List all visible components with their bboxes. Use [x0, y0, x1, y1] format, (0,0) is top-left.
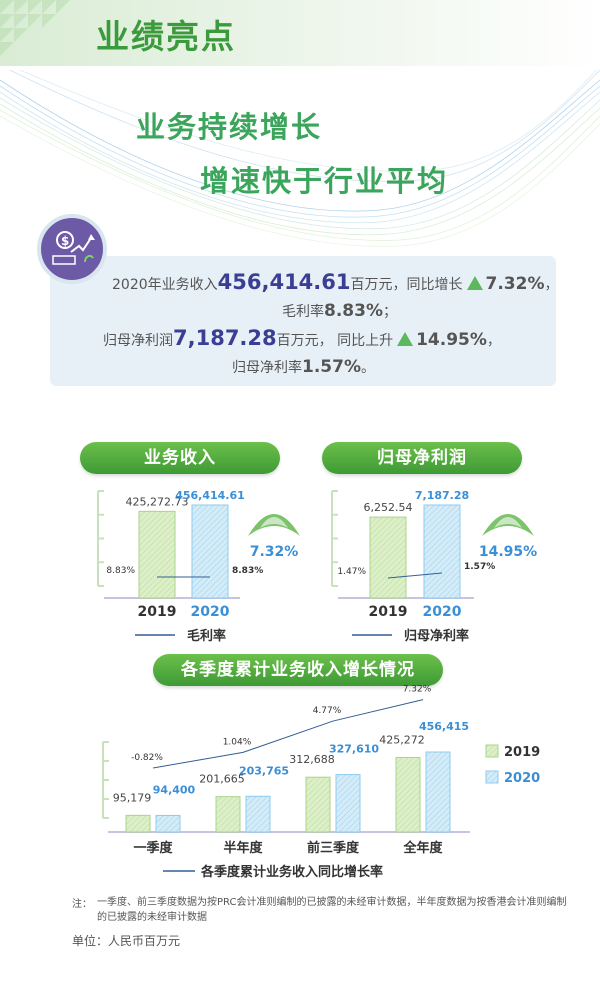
growth-rate-label: 4.77%: [313, 706, 342, 716]
header-banner: 业绩亮点: [0, 0, 600, 66]
growth-label: 7.32%: [250, 544, 299, 560]
bar-value-label: 201,665: [199, 773, 245, 786]
summary-net-margin-line: 归母净利率1.57%。: [232, 357, 375, 377]
summary-gross-margin: 8.83%: [324, 301, 383, 321]
bar-2020-一季度: [155, 814, 181, 833]
bar-2020-半年度: [245, 795, 271, 833]
summary-profit-line: 归母净利润7,187.28百万元， 同比上升 14.95%，: [103, 326, 501, 350]
legend-swatch-2020: [485, 770, 499, 784]
x-tick-label: 全年度: [402, 840, 443, 856]
bar-2019-一季度: [125, 814, 151, 833]
bar-2020-前三季度: [335, 774, 361, 833]
summary-text: 百万元， 同比上升: [276, 333, 394, 349]
slogan-line-2: 增速快于行业平均: [200, 164, 449, 198]
growth-label: 14.95%: [479, 544, 537, 560]
bar-value-label: 425,272: [379, 733, 425, 746]
summary-text: 归母净利润: [103, 333, 173, 349]
summary-text: ；: [382, 304, 397, 320]
summary-text: 2020年业务收入: [112, 277, 218, 293]
bar-value-label: 327,610: [329, 743, 379, 756]
x-tick-label: 半年度: [223, 840, 263, 856]
margin-label-2019: 8.83%: [106, 566, 135, 576]
growth-rate-label: 1.04%: [223, 737, 252, 747]
summary-net-margin: 1.57%: [302, 357, 361, 377]
summary-text: 毛利率: [282, 304, 324, 320]
bar-2020: [423, 504, 461, 599]
legend-label: 毛利率: [187, 628, 226, 644]
margin-label-2020: 1.57%: [464, 562, 495, 572]
bar-value-label: 94,400: [153, 783, 196, 796]
bar-2019-前三季度: [305, 776, 331, 833]
up-triangle-icon: [466, 276, 483, 290]
bar-value-label: 6,252.54: [364, 501, 413, 514]
summary-margin-line: 毛利率8.83%；: [282, 301, 397, 321]
growth-rate-line: [152, 699, 424, 769]
legend-label: 各季度累计业务收入同比增长率: [200, 864, 383, 880]
header-pattern-decoration: [0, 0, 70, 56]
margin-line: [387, 572, 443, 579]
growth-arrow-icon-highlight: [260, 517, 288, 528]
growth-arrow-icon: [482, 514, 534, 536]
summary-text: ，: [544, 277, 559, 293]
legend-label-2019: 2019: [504, 745, 540, 760]
slogan-line-1: 业务持续增长: [136, 110, 323, 144]
svg-text:$: $: [61, 234, 69, 248]
growth-rate-label: 7.32%: [403, 685, 432, 695]
summary-text: 归母净利率: [232, 360, 302, 376]
x-tick-label: 2019: [138, 604, 177, 620]
summary-text: 百万元，同比增长: [350, 277, 463, 293]
bar-value-label: 312,688: [289, 753, 335, 766]
summary-revenue-value: 456,414.61: [217, 270, 351, 294]
x-tick-label: 2020: [191, 604, 230, 620]
bar-2019-全年度: [395, 756, 421, 833]
up-triangle-icon: [397, 332, 414, 346]
bar-2020-全年度: [425, 751, 451, 833]
x-tick-label: 2020: [423, 604, 462, 620]
summary-text: 。: [360, 360, 375, 376]
x-tick-label: 前三季度: [307, 840, 360, 856]
x-tick-label: 一季度: [133, 840, 173, 856]
margin-label-2019: 1.47%: [337, 567, 366, 577]
quarterly-chart-title: 各季度累计业务收入增长情况: [153, 654, 443, 686]
legend-label: 归母净利率: [404, 628, 469, 644]
bar-value-label: 456,415: [419, 720, 469, 733]
summary-text: ，: [486, 333, 501, 349]
unit-text: 单位：人民币百万元: [72, 934, 181, 948]
bar-value-label: 7,187.28: [415, 489, 469, 502]
note-label: 注：: [72, 899, 92, 910]
summary-profit-value: 7,187.28: [173, 326, 277, 350]
growth-rate-label: -0.82%: [131, 753, 163, 763]
bar-value-label: 425,272.73: [126, 495, 189, 508]
bar-2019-半年度: [215, 796, 241, 833]
bar-2019: [138, 510, 176, 599]
note-text: 一季度、前三季度数据为按PRC会计准则编制的已披露的未经审计数据，半年度数据为按…: [97, 897, 567, 923]
bar-value-label: 456,414.61: [175, 489, 245, 502]
x-tick-label: 2019: [369, 604, 408, 620]
page-title: 业绩亮点: [96, 17, 236, 56]
summary-profit-growth: 14.95%: [416, 330, 487, 350]
growth-arrow-icon-highlight: [494, 517, 522, 528]
revenue-chart: 425,272.73 2019 456,414.61 2020 8.83% 8.83% 7.…: [97, 489, 300, 644]
net-profit-chart: 6,252.54 2019 7,187.28 2020 1.47% 1.57% 14.95%…: [331, 489, 537, 644]
bar-value-label: 95,179: [113, 791, 152, 804]
revenue-chart-title: 业务收入: [80, 442, 280, 474]
finance-growth-icon: $: [37, 214, 107, 284]
bar-value-label: 203,765: [239, 764, 289, 777]
margin-label-2020: 8.83%: [232, 566, 263, 576]
wave-decoration: [0, 70, 600, 247]
legend-swatch-2019: [485, 744, 499, 758]
summary-revenue-growth: 7.32%: [485, 274, 545, 294]
bar-2020: [191, 504, 229, 599]
net-profit-chart-title: 归母净利润: [322, 442, 522, 474]
growth-arrow-icon: [248, 514, 300, 536]
bar-2019: [369, 516, 407, 599]
summary-revenue-line: 2020年业务收入456,414.61百万元，同比增长 7.32%，: [112, 270, 558, 294]
legend-label-2020: 2020: [504, 771, 540, 786]
